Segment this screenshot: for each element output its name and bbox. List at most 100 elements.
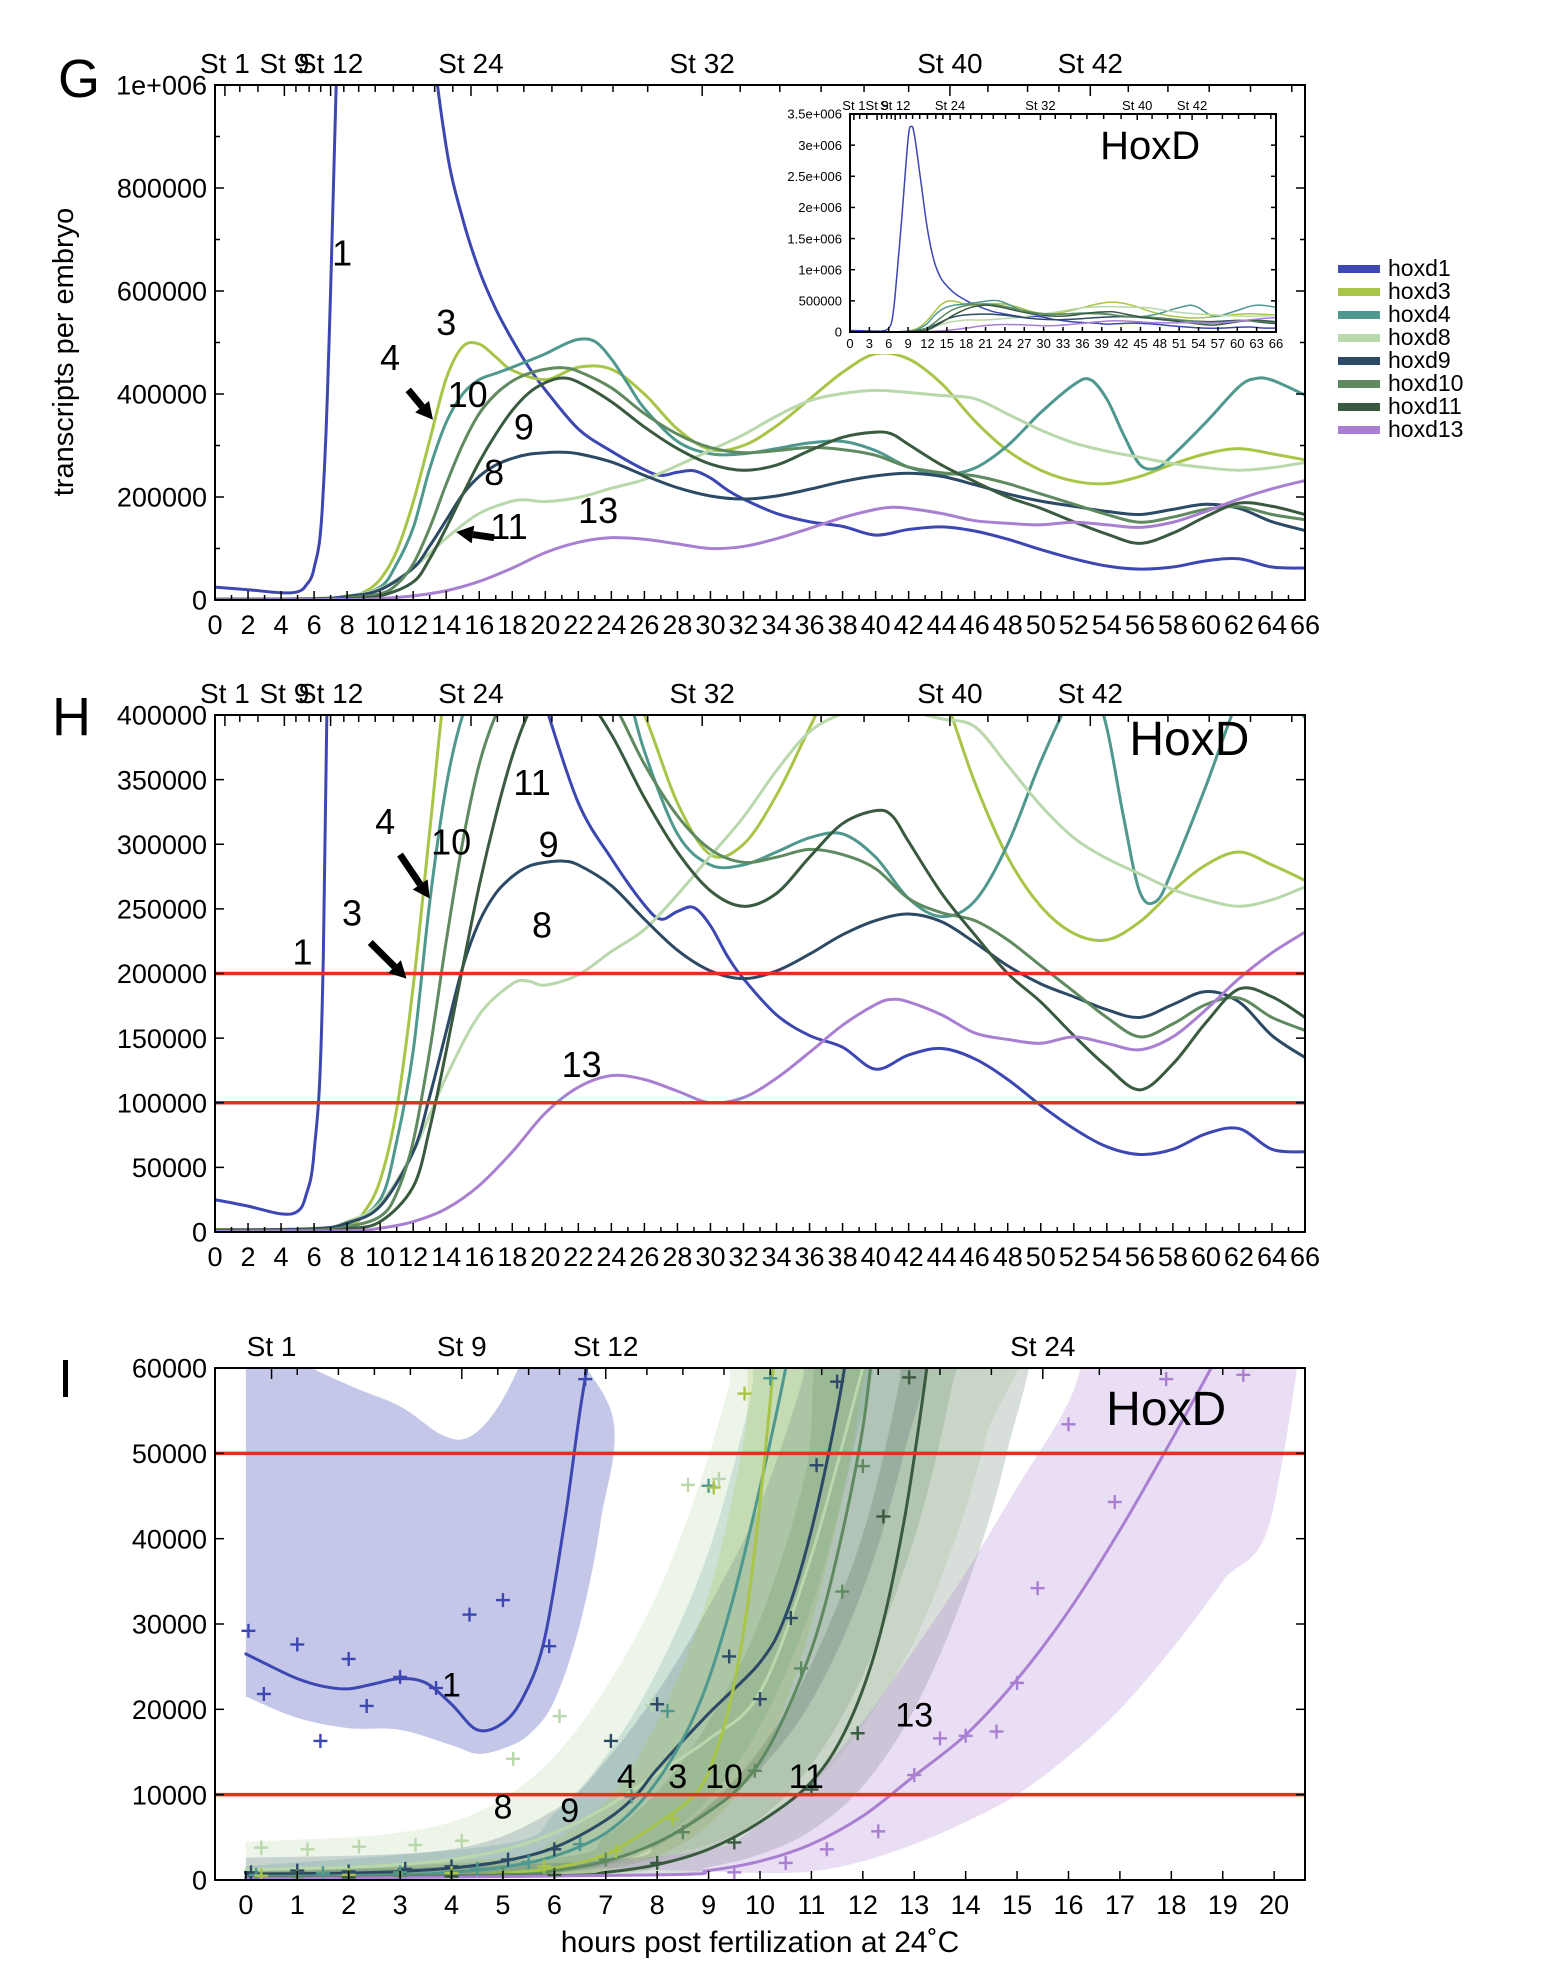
series-markers-hoxd3 [254,1386,752,1880]
legend-swatch-hoxd11 [1338,402,1380,411]
curve-label-1: 1 [442,1667,461,1705]
x-tick-label: 9 [904,336,911,351]
annotation-arrow-head [388,960,407,979]
y-tick-label: 250000 [117,895,207,925]
stage-label: St 9 [866,98,889,113]
y-tick-label: 1e+006 [798,262,842,277]
plot-area-G-inset [850,125,1276,332]
curve-label-11: 11 [513,762,550,803]
x-tick-label: 42 [894,610,924,640]
x-tick-label: 32 [728,1242,758,1272]
confidence-band-hoxd10 [245,1368,958,1880]
x-tick-label: 10 [745,1890,775,1920]
stage-label: St 42 [1058,48,1123,79]
x-tick-label: 17 [1105,1890,1135,1920]
x-tick-label: 56 [1125,1242,1155,1272]
x-tick-label: 36 [795,610,825,640]
curve-label-3: 3 [342,893,362,934]
plot-area-G [215,85,1305,600]
x-tick-label: 20 [530,1242,560,1272]
x-tick-label: 50 [1026,610,1056,640]
x-tick-label: 32 [728,610,758,640]
x-tick-label: 0 [207,1242,222,1272]
legend-item-hoxd10: hoxd10 [1338,372,1463,395]
curve-label-11: 11 [789,1758,824,1796]
x-tick-label: 2 [241,1242,256,1272]
axis-tick-labels: 0 3 6 9 12 15 18 21 24 27 30 33 36 39 42 45 48 51 54 57 60 63… [787,98,1283,351]
series-line-hoxd9 [215,450,1305,600]
x-tick-label: 42 [894,1242,924,1272]
stage-label: St 12 [573,1331,638,1362]
x-tick-label: 62 [1224,610,1254,640]
stage-label: St 40 [1122,98,1152,113]
stage-label: St 1 [200,48,250,79]
curve-label-13: 13 [895,1696,933,1734]
x-tick-label: 6 [885,336,892,351]
x-tick-label: 39 [1094,336,1108,351]
x-tick-label: 45 [1133,336,1147,351]
stage-label: St 9 [437,1331,487,1362]
x-tick-label: 60 [1191,610,1221,640]
x-tick-label: 58 [1158,1242,1188,1272]
legend-swatch-hoxd10 [1338,379,1380,388]
x-tick-label: 3 [393,1890,408,1920]
x-tick-label: 12 [848,1890,878,1920]
x-tick-label: 18 [959,336,973,351]
x-tick-label: 64 [1257,610,1287,640]
x-tick-label: 40 [861,610,891,640]
x-tick-label: 12 [398,1242,428,1272]
panel-I: 0 1 2 3 4 5 6 7 8 9 10 11 12 13 14 15 16 17 18 19 2001000020… [132,1331,1306,1920]
legend-item-hoxd4: hoxd4 [1338,303,1463,326]
y-tick-label: 1e+006 [116,71,207,101]
x-tick-label: 30 [695,610,725,640]
x-axis-label: hours post fertilization at 24˚C [560,1926,960,1959]
y-tick-label: 3.5e+006 [787,107,842,122]
legend-swatch-hoxd9 [1338,356,1380,365]
curve-label-10: 10 [431,822,471,863]
y-axis-label: transcripts per embryo [48,207,80,497]
x-tick-label: 15 [940,336,954,351]
legend-label: hoxd8 [1388,324,1451,350]
x-tick-label: 62 [1224,1242,1254,1272]
y-tick-label: 200000 [117,483,207,513]
axis-tick-labels: 0 2 4 6 8 10 12 14 16 18 20 22 24 26 28 30 32 34 36 38 40 42 4… [116,48,1320,640]
x-tick-label: 30 [1036,336,1050,351]
x-tick-label: 0 [238,1890,253,1920]
series-markers-hoxd13 [727,1368,1251,1880]
annotation-arrow-head [456,525,475,544]
curve-label-1: 1 [332,232,352,273]
inset-background [788,96,1282,354]
x-tick-label: 4 [274,1242,289,1272]
y-tick-label: 1.5e+006 [787,231,842,246]
y-tick-label: 20000 [132,1695,207,1725]
x-tick-label: 48 [1153,336,1167,351]
curve-label-13: 13 [578,490,618,531]
stage-label: St 12 [298,48,363,79]
x-tick-label: 2 [241,610,256,640]
series-line-hoxd8 [215,388,1305,600]
curve-label-10: 10 [705,1758,743,1796]
series-line-hoxd13 [215,930,1305,1232]
legend-item-hoxd8: hoxd8 [1338,326,1463,349]
stage-label: St 1 [842,98,865,113]
x-tick-label: 14 [951,1890,981,1920]
x-tick-label: 4 [444,1890,459,1920]
x-tick-label: 50 [1026,1242,1056,1272]
legend-label: hoxd11 [1388,393,1462,419]
x-tick-label: 3 [866,336,873,351]
series-line-hoxd8 [215,715,1305,1232]
axis-ticks [849,113,1277,333]
x-tick-label: 19 [1208,1890,1238,1920]
x-tick-label: 56 [1125,610,1155,640]
curve-label-8: 8 [532,904,552,945]
annotation-arrow [405,387,425,409]
x-tick-label: 11 [797,1890,825,1920]
y-tick-label: 30000 [132,1610,207,1640]
x-tick-label: 66 [1290,1242,1320,1272]
x-tick-label: 8 [340,610,355,640]
x-tick-label: 54 [1191,336,1205,351]
x-tick-label: 0 [207,610,222,640]
y-tick-label: 800000 [117,174,207,204]
series-markers-hoxd9 [243,1374,845,1880]
